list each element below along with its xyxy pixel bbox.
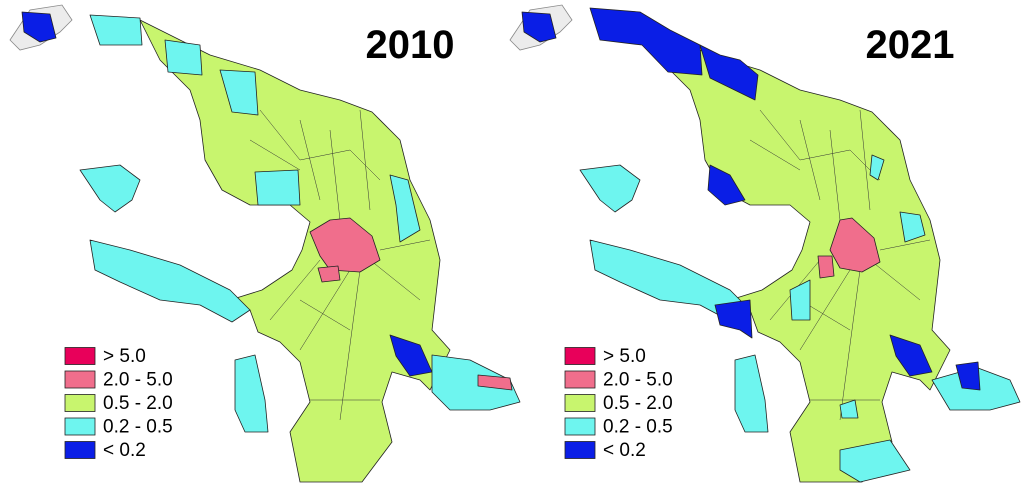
legend: > 5.0 2.0 - 5.00.5 - 2.0 0.2 - 0.5< 0.2 [64, 346, 173, 461]
map-title: 2010 [366, 23, 455, 67]
region [317, 265, 341, 283]
legend-label: < 0.2 [603, 440, 646, 461]
region [699, 44, 759, 101]
legend-swatch [64, 394, 96, 412]
region [589, 7, 703, 76]
legend-label: 0.5 - 2.0 [103, 393, 173, 414]
region [254, 169, 301, 206]
legend-label: < 0.2 [103, 440, 146, 461]
legend-label: 0.2 - 0.5 [103, 417, 173, 438]
region [839, 399, 859, 419]
region [89, 14, 143, 46]
legend-swatch [64, 347, 96, 365]
region [309, 217, 381, 273]
map-title: 2021 [866, 23, 955, 67]
legend-label: 2.0 - 5.0 [603, 370, 673, 391]
region [714, 299, 753, 339]
legend-label: 2.0 - 5.0 [103, 370, 173, 391]
region [707, 164, 746, 206]
region [955, 361, 981, 391]
legend-swatch [64, 417, 96, 436]
region [431, 354, 521, 411]
region [219, 69, 259, 116]
region [889, 334, 933, 377]
legend-label: 0.5 - 2.0 [603, 393, 673, 414]
region [164, 39, 203, 76]
map-2010: 2010 > 5.0 2.0 - 5.00.5 - 2.0 0.2 - 0.5< 0… [9, 4, 521, 483]
region [389, 334, 433, 377]
region [869, 154, 885, 181]
legend-label: 0.2 - 0.5 [603, 417, 673, 438]
region [899, 211, 926, 243]
map-2021: 2021 > 5.0 2.0 - 5.00.5 - 2.0 0.2 - 0.5< 0… [509, 4, 1021, 483]
region [829, 217, 881, 273]
region [21, 11, 57, 43]
legend-swatch [64, 441, 96, 459]
region [477, 374, 513, 391]
legend-label: > 5.0 [603, 346, 646, 367]
legend-label: > 5.0 [103, 346, 146, 367]
region [521, 11, 557, 43]
region [389, 174, 421, 243]
legend: > 5.0 2.0 - 5.00.5 - 2.0 0.2 - 0.5< 0.2 [564, 346, 673, 461]
legend-swatch [564, 394, 596, 412]
legend-swatch [564, 370, 596, 389]
region [789, 279, 811, 321]
legend-swatch [564, 417, 596, 436]
legend-swatch [564, 441, 596, 459]
legend-swatch [64, 370, 96, 389]
legend-swatch [564, 347, 596, 365]
region [817, 255, 835, 279]
region [839, 439, 911, 483]
